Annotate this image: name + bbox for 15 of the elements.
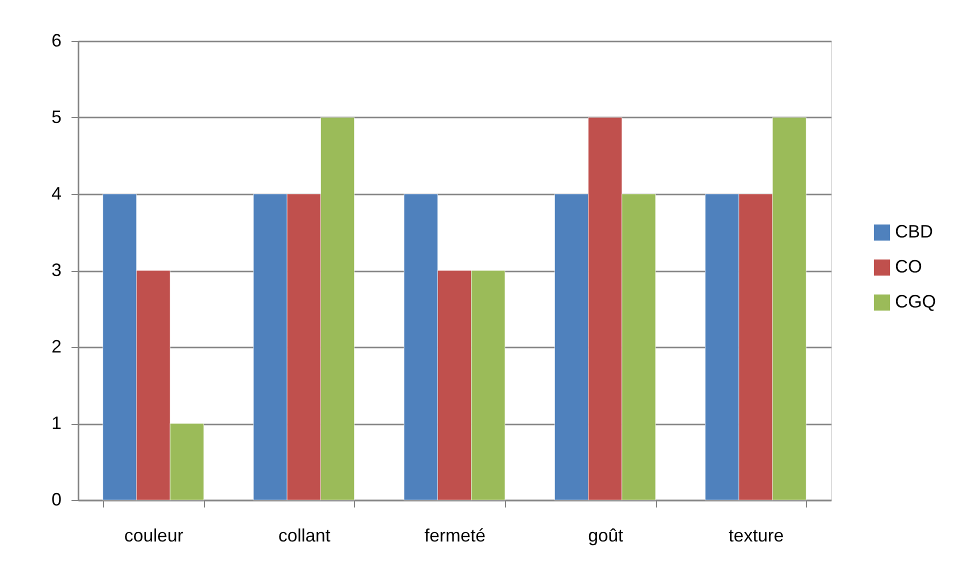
legend-label: CGQ [895, 292, 936, 312]
y-tick-label: 2 [51, 336, 62, 356]
legend-label: CBD [895, 222, 934, 242]
x-tick-label: couleur [124, 526, 184, 546]
x-tick-label: goût [588, 526, 624, 546]
y-tick-label: 6 [51, 30, 62, 50]
y-tick-label: 0 [51, 490, 62, 510]
y-tick-label: 3 [51, 260, 62, 280]
x-tick-label: texture [728, 526, 784, 546]
x-tick-label: collant [278, 526, 330, 546]
x-tick-label: fermeté [424, 526, 486, 546]
legend-label: CO [895, 256, 922, 276]
y-tick-label: 1 [51, 413, 62, 433]
y-tick-label: 4 [51, 184, 62, 204]
y-tick-label: 5 [51, 107, 62, 127]
